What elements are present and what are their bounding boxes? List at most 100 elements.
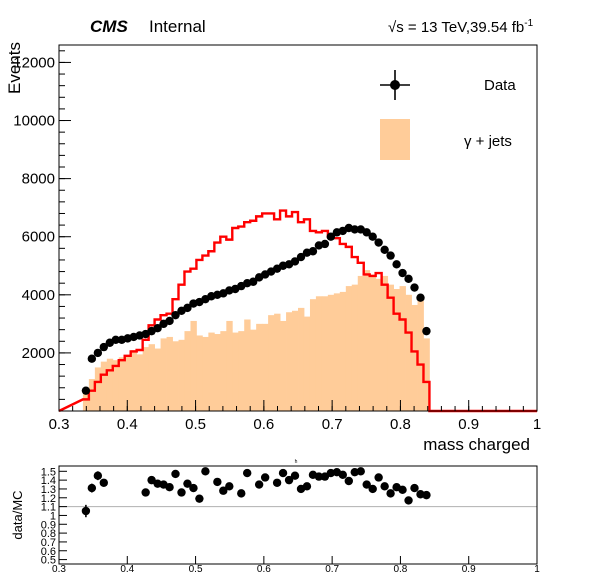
ratio-point [237,489,246,498]
ratio-point [386,489,395,498]
experiment-label: CMS [90,17,128,36]
ratio-point [213,477,222,487]
data-point [350,225,359,234]
ratio-point [254,480,264,489]
gamma-jets-bin [411,304,418,411]
legend-data-label: Data [484,77,516,94]
ratio-point [242,468,252,478]
gamma-jets-bin [160,338,167,411]
data-point [93,348,103,358]
gamma-jets-bin [190,320,197,411]
data-point [290,257,300,266]
gamma-jets-bin [363,270,371,411]
gamma-jets-bin [321,296,329,411]
x-tick-label: 0.5 [185,416,206,433]
main-y-axis-title: Events [5,42,24,94]
data-point [362,228,371,237]
ratio-x-tick-label: 0.7 [325,564,339,572]
gamma-jets-bin [202,336,209,411]
gamma-jets-bin [184,331,191,411]
gamma-jets-bin [381,275,389,411]
ratio-point [356,467,365,476]
ratio-point [225,482,234,491]
gamma-jets-bin [280,320,287,411]
ratio-x-tick-label: 0.4 [120,564,134,572]
ratio-point [344,476,354,486]
ratio-y-tick-label: 1.2 [41,493,56,505]
gamma-jets-bin [423,338,430,411]
data-point [380,245,389,254]
ratio-plot-panel: h 0.3 0.4 0.5 0.6 0.7 0.8 0.9 1 0.50.60.70.80.9… [10,459,540,572]
data-point [320,239,330,249]
ratio-point [183,479,192,488]
ratio-point [87,483,97,493]
data-point [165,316,174,326]
gamma-jets-bin [124,355,132,411]
gamma-jets-bin [309,299,317,411]
ratio-x-tick-label: 1 [534,564,540,572]
ratio-y-axis: 0.50.60.70.80.911.11.21.31.41.5 [41,466,67,567]
main-x-axis-title: mass charged [423,435,530,454]
data-point [422,326,431,336]
gamma-jets-bin [226,320,233,411]
gamma-jets-bin [405,294,412,411]
ratio-point [410,483,419,493]
ratio-point [165,482,174,492]
ratio-point [290,471,300,480]
gamma-jets-bin [172,341,179,411]
ratio-x-tick-label: 0.5 [189,564,203,572]
lumi-text: √s = 13 TeV,39.54 fb [388,19,524,36]
ratio-y-tick-label: 0.8 [41,528,56,540]
y-tick-label: 4000 [22,287,55,304]
ratio-point [278,468,288,478]
gamma-jets-bin [88,379,96,411]
gamma-jets-bin [250,329,257,411]
ratio-x-axis: 0.3 0.4 0.5 0.6 0.7 0.8 0.9 1 [52,556,540,572]
gamma-jets-bin [357,275,365,411]
gamma-jets-bin [154,348,161,411]
gamma-jets-bin [166,336,173,411]
gamma-jets-bin [262,323,269,411]
status-label: Internal [149,17,206,36]
ratio-title-mark: h [295,459,298,465]
gamma-jets-bin [298,307,305,411]
main-x-axis: 0.3 0.4 0.5 0.6 0.7 0.8 0.9 1 [49,400,541,433]
gamma-jets-bin [345,286,353,411]
ratio-y-tick-label: 0.9 [41,519,56,531]
ratio-point [93,471,103,480]
ratio-point [380,482,389,491]
gamma-jets-bin [178,339,185,411]
gamma-jets-bin [256,323,263,411]
ratio-point [362,480,371,489]
gamma-jets-bin [375,278,383,411]
y-tick-label: 2000 [22,345,55,362]
gamma-jets-histogram [82,270,430,411]
ratio-point [422,490,431,500]
gamma-jets-bin [387,284,394,411]
ratio-point [177,488,186,497]
gamma-jets-bin [274,313,281,411]
ratio-y-tick-label: 1.5 [41,466,56,478]
data-point [404,274,413,284]
legend: Data γ + jets [380,70,516,160]
ratio-y-tick-label: 1.1 [41,502,56,514]
y-tick-label: 12000 [13,54,55,71]
ratio-x-tick-label: 0.8 [393,564,407,572]
gamma-jets-bin [196,335,203,411]
x-tick-label: 0.4 [117,416,138,433]
ratio-y-tick-label: 1 [50,510,56,522]
data-point [326,232,336,241]
ratio-point [189,483,198,493]
ratio-point [201,467,210,476]
ratio-y-tick-label: 1.3 [41,484,56,496]
gamma-jets-bin [286,312,293,411]
gamma-jets-bin [112,360,120,411]
y-tick-label: 8000 [22,171,55,188]
gamma-jets-bin [214,334,221,411]
ratio-point [260,473,270,482]
ratio-point [398,485,407,495]
y-tick-label: 6000 [22,229,55,246]
gamma-jets-bin [142,347,150,411]
gamma-jets-bin [351,284,359,411]
